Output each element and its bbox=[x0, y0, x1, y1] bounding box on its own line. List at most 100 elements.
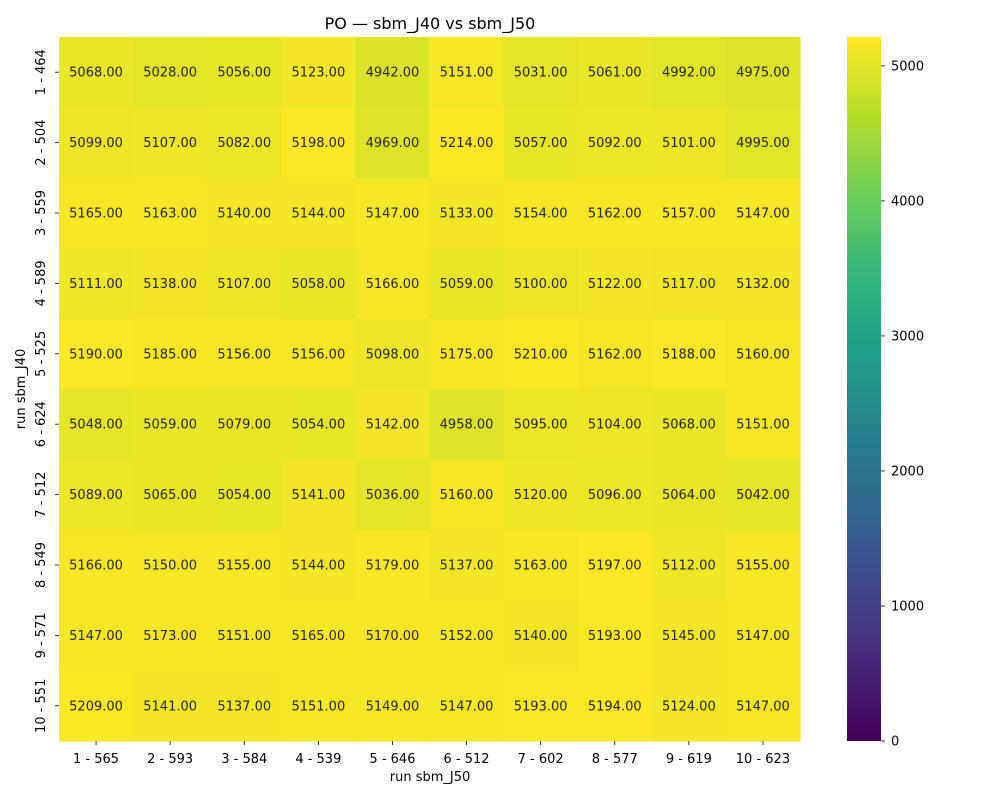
x-tick-label: 3 - 584 bbox=[221, 752, 267, 767]
heatmap-cell bbox=[429, 107, 505, 179]
cell-value-label: 5165.00 bbox=[69, 207, 123, 222]
heatmap-cell bbox=[577, 37, 653, 108]
heatmap-cell bbox=[577, 600, 653, 672]
cell-value-label: 5155.00 bbox=[736, 559, 790, 574]
heatmap-cell bbox=[651, 600, 727, 672]
heatmap-cell bbox=[577, 177, 653, 249]
cell-value-label: 5064.00 bbox=[662, 488, 716, 503]
heatmap-cell bbox=[651, 670, 727, 742]
heatmap-cell bbox=[651, 248, 727, 320]
heatmap-cell bbox=[281, 107, 356, 179]
cell-value-label: 5173.00 bbox=[143, 629, 197, 644]
heatmap-cell bbox=[429, 600, 505, 672]
heatmap-cell bbox=[725, 670, 801, 742]
cell-value-label: 5147.00 bbox=[736, 629, 790, 644]
heatmap-cell bbox=[355, 37, 431, 108]
cell-value-label: 5197.00 bbox=[588, 559, 642, 574]
heatmap-cell bbox=[207, 670, 282, 742]
cell-value-label: 5175.00 bbox=[440, 347, 494, 362]
y-tick-label: 6 - 624 bbox=[34, 401, 49, 447]
heatmap-cell bbox=[725, 529, 801, 601]
colorbar-ticks: 0 1000 2000 3000 4000 5000 bbox=[881, 59, 924, 750]
cell-value-label: 5147.00 bbox=[736, 207, 790, 222]
cell-value-label: 5111.00 bbox=[69, 277, 123, 292]
cell-value-label: 5144.00 bbox=[291, 559, 345, 574]
heatmap-cell bbox=[281, 459, 356, 531]
cell-value-label: 5141.00 bbox=[143, 699, 197, 714]
x-tick-label: 10 - 623 bbox=[736, 752, 790, 767]
heatmap-cell bbox=[725, 318, 801, 390]
heatmap-cell bbox=[133, 107, 208, 179]
cell-value-label: 5163.00 bbox=[143, 207, 197, 222]
heatmap-cell bbox=[429, 670, 505, 742]
x-tick-label: 4 - 539 bbox=[295, 752, 341, 767]
heatmap-cell bbox=[725, 177, 801, 249]
heatmap-cell bbox=[651, 177, 727, 249]
cell-value-label: 5031.00 bbox=[514, 66, 568, 81]
heatmap-cell bbox=[207, 37, 282, 108]
heatmap-cell bbox=[133, 670, 208, 742]
y-tick-label: 4 - 589 bbox=[34, 260, 49, 306]
cell-value-label: 5151.00 bbox=[440, 66, 494, 81]
heatmap-cell bbox=[503, 177, 579, 249]
cell-value-label: 5095.00 bbox=[514, 418, 568, 433]
heatmap-cell bbox=[355, 318, 431, 390]
heatmap-cell bbox=[59, 670, 134, 742]
y-tick-label: 3 - 559 bbox=[34, 190, 49, 236]
heatmap-cell bbox=[281, 529, 356, 601]
heatmap-cell bbox=[207, 177, 282, 249]
heatmap-cell bbox=[59, 529, 134, 601]
heatmap-cell bbox=[59, 600, 134, 672]
heatmap-cell bbox=[281, 248, 356, 320]
cell-value-label: 5151.00 bbox=[736, 418, 790, 433]
heatmap-cell bbox=[651, 318, 727, 390]
cell-value-label: 5138.00 bbox=[143, 277, 197, 292]
cell-value-label: 5156.00 bbox=[217, 347, 271, 362]
heatmap-cell bbox=[503, 37, 579, 108]
heatmap-cell bbox=[207, 318, 282, 390]
cell-value-label: 5089.00 bbox=[69, 488, 123, 503]
heatmap-cell bbox=[725, 107, 801, 179]
cell-value-label: 5152.00 bbox=[440, 629, 494, 644]
cell-value-label: 5165.00 bbox=[291, 629, 345, 644]
cell-value-label: 5210.00 bbox=[514, 347, 568, 362]
cell-value-label: 5163.00 bbox=[514, 559, 568, 574]
heatmap-cell bbox=[59, 318, 134, 390]
cell-value-label: 5058.00 bbox=[291, 277, 345, 292]
heatmap-cell bbox=[725, 248, 801, 320]
cell-value-label: 5179.00 bbox=[366, 559, 420, 574]
heatmap-cell bbox=[355, 248, 431, 320]
cell-value-label: 5147.00 bbox=[69, 629, 123, 644]
heatmap-cell bbox=[281, 600, 356, 672]
cell-value-label: 5141.00 bbox=[291, 488, 345, 503]
heatmap-cell bbox=[207, 389, 282, 460]
y-tick-label: 1 - 464 bbox=[34, 49, 49, 95]
x-tick-label: 1 - 565 bbox=[73, 752, 119, 767]
x-tick-label: 8 - 577 bbox=[592, 752, 638, 767]
cell-value-label: 5104.00 bbox=[588, 418, 642, 433]
heatmap-cell bbox=[577, 248, 653, 320]
heatmap-cell bbox=[207, 600, 282, 672]
y-axis-label: run sbm_J40 bbox=[14, 349, 29, 430]
heatmap-cells bbox=[59, 37, 801, 742]
heatmap-cell bbox=[651, 529, 727, 601]
cell-value-label: 5193.00 bbox=[588, 629, 642, 644]
cell-value-label: 5160.00 bbox=[736, 347, 790, 362]
heatmap-cell bbox=[429, 248, 505, 320]
heatmap-cell bbox=[429, 459, 505, 531]
cell-value-label: 5214.00 bbox=[440, 136, 494, 151]
cell-value-label: 5057.00 bbox=[514, 136, 568, 151]
y-tick-label: 7 - 512 bbox=[34, 472, 49, 518]
heatmap-cell bbox=[355, 670, 431, 742]
heatmap-cell bbox=[429, 37, 505, 108]
colorbar-tick-label: 1000 bbox=[891, 599, 924, 614]
x-tick-label: 2 - 593 bbox=[147, 752, 193, 767]
cell-value-label: 5160.00 bbox=[440, 488, 494, 503]
cell-value-label: 5151.00 bbox=[217, 629, 271, 644]
cell-value-label: 4969.00 bbox=[366, 136, 420, 151]
y-tick-label: 5 - 525 bbox=[34, 331, 49, 377]
x-tick-label: 6 - 512 bbox=[444, 752, 490, 767]
cell-value-label: 5142.00 bbox=[366, 418, 420, 433]
heatmap-cell bbox=[207, 529, 282, 601]
